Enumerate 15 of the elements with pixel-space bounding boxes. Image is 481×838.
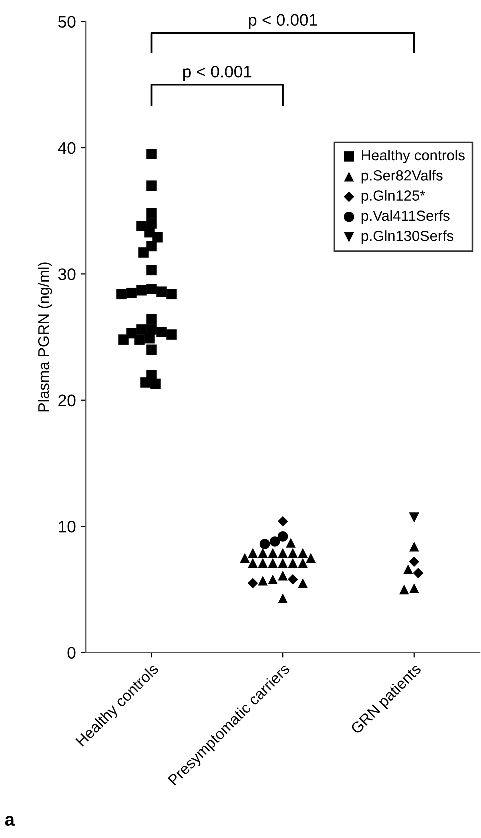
- legend-label: p.Val411Serfs: [362, 210, 450, 224]
- y-axis-title: Plasma PGRN (ng/ml): [38, 262, 52, 412]
- y-tick-label: 0: [68, 647, 76, 660]
- legend-label: Healthy controls: [362, 150, 465, 164]
- legend-label: p.Gln125*: [362, 190, 426, 204]
- legend-label: p.Ser82Valfs: [362, 170, 443, 184]
- y-tick-label: 40: [58, 142, 76, 154]
- legend-label: p.Gln130Serfs: [362, 230, 454, 244]
- y-tick-label: 30: [58, 268, 76, 280]
- annotation: p < 0.001: [249, 14, 318, 30]
- y-tick-label: 50: [58, 16, 76, 28]
- y-tick-label: 10: [59, 521, 76, 533]
- text: a: [5, 816, 15, 826]
- y-tick-label: 20: [58, 394, 76, 407]
- annotation: p < 0.001: [184, 66, 252, 82]
